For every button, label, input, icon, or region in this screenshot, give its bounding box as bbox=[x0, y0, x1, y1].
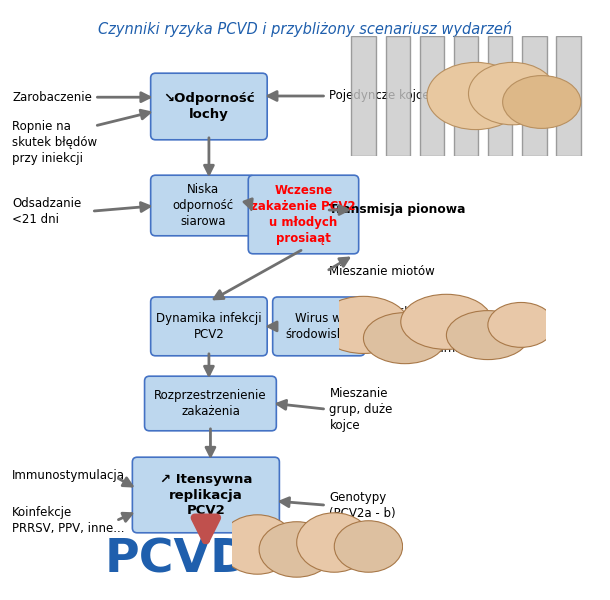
Bar bbox=[351, 36, 376, 156]
Text: Pojedyncze kojce: Pojedyncze kojce bbox=[329, 89, 430, 103]
Text: Koinfekcje
PRRSV, PPV, inne...: Koinfekcje PRRSV, PPV, inne... bbox=[12, 506, 124, 535]
Text: Ropnie na
skutek błędów
przy iniekcji: Ropnie na skutek błędów przy iniekcji bbox=[12, 120, 98, 165]
Ellipse shape bbox=[447, 311, 529, 359]
Text: ↘Odporność
lochy: ↘Odporność lochy bbox=[163, 92, 255, 121]
Ellipse shape bbox=[334, 521, 403, 572]
Ellipse shape bbox=[296, 513, 372, 572]
Ellipse shape bbox=[401, 294, 492, 349]
FancyBboxPatch shape bbox=[151, 175, 255, 236]
Ellipse shape bbox=[318, 296, 409, 353]
Bar bbox=[556, 36, 581, 156]
FancyBboxPatch shape bbox=[248, 175, 359, 254]
Text: ↗ Itensywna
replikacja
PCV2: ↗ Itensywna replikacja PCV2 bbox=[160, 473, 252, 517]
FancyBboxPatch shape bbox=[151, 297, 267, 356]
FancyBboxPatch shape bbox=[132, 457, 279, 533]
Text: Zarobaczenie: Zarobaczenie bbox=[12, 91, 92, 104]
Ellipse shape bbox=[259, 522, 334, 577]
Bar bbox=[522, 36, 547, 156]
FancyBboxPatch shape bbox=[145, 376, 276, 431]
Text: Rozprzestrzenienie
zakażenia: Rozprzestrzenienie zakażenia bbox=[154, 389, 267, 418]
Ellipse shape bbox=[220, 515, 295, 574]
Ellipse shape bbox=[468, 62, 556, 125]
Ellipse shape bbox=[364, 313, 447, 364]
Ellipse shape bbox=[503, 76, 581, 128]
Text: Odsadzanie
<21 dni: Odsadzanie <21 dni bbox=[12, 197, 82, 226]
FancyBboxPatch shape bbox=[273, 297, 365, 356]
Ellipse shape bbox=[488, 302, 554, 347]
Text: Wirus w
środowisku: Wirus w środowisku bbox=[286, 312, 351, 341]
Text: Transmisja pionowa: Transmisja pionowa bbox=[329, 203, 466, 217]
Text: PCVD: PCVD bbox=[104, 538, 249, 583]
Text: Wczesne
zakażenie PCV2
u młodych
prosiaąt: Wczesne zakażenie PCV2 u młodych prosiaą… bbox=[251, 184, 356, 245]
FancyBboxPatch shape bbox=[151, 73, 267, 140]
Bar bbox=[420, 36, 444, 156]
Bar bbox=[454, 36, 478, 156]
Text: Mieszanie
grup, duże
kojce: Mieszanie grup, duże kojce bbox=[329, 386, 393, 432]
Text: Niska
odporność
siarowa: Niska odporność siarowa bbox=[172, 183, 234, 228]
Text: Dynamika infekcji
PCV2: Dynamika infekcji PCV2 bbox=[156, 312, 262, 341]
Text: Mieszanie miotów: Mieszanie miotów bbox=[329, 265, 435, 278]
Text: Niski poziom
higieny w
porodówkach i
warchlakarniach: Niski poziom higieny w porodówkach i war… bbox=[387, 306, 479, 354]
Bar bbox=[488, 36, 512, 156]
Text: Genotypy
(PCV2a - b): Genotypy (PCV2a - b) bbox=[329, 491, 396, 520]
Ellipse shape bbox=[427, 62, 525, 130]
Text: Immunostymulacja: Immunostymulacja bbox=[12, 469, 125, 482]
Bar bbox=[386, 36, 410, 156]
Text: Czynniki ryzyka PCVD i przybliżony scenariusz wydarzeń: Czynniki ryzyka PCVD i przybliżony scena… bbox=[98, 21, 512, 37]
